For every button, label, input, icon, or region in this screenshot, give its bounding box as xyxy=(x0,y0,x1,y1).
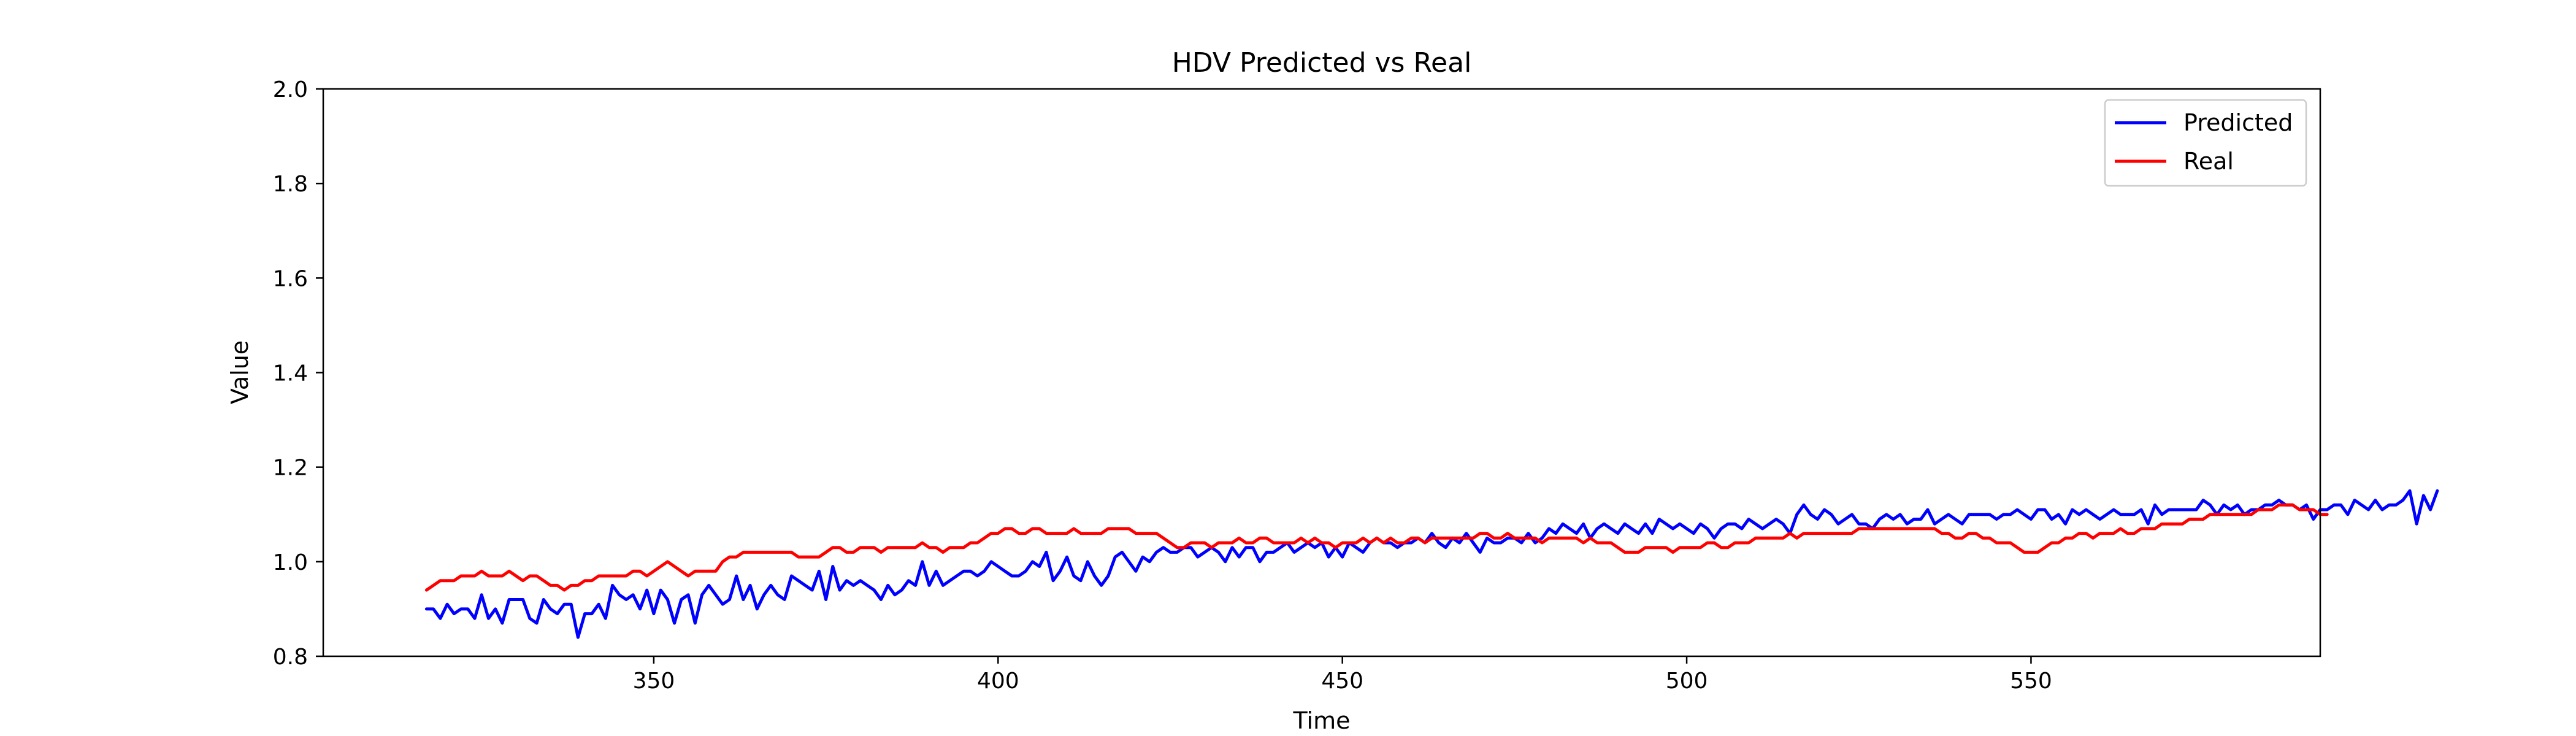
y-axis-label: Value xyxy=(226,340,253,404)
legend: Predicted Real xyxy=(2104,99,2307,187)
y-axis: 0.8 1.0 1.2 1.4 1.6 1.8 2.0 xyxy=(273,77,323,670)
chart-title: HDV Predicted vs Real xyxy=(1172,47,1472,79)
y-tick-label: 0.8 xyxy=(273,645,308,670)
y-tick-label: 1.6 xyxy=(273,266,308,291)
x-tick-label: 450 xyxy=(1321,669,1363,694)
x-tick-label: 400 xyxy=(977,669,1019,694)
x-tick-label: 500 xyxy=(1666,669,1708,694)
x-axis: 350 400 450 500 550 xyxy=(633,656,2052,694)
series-line-real xyxy=(424,503,2329,592)
y-tick-label: 2.0 xyxy=(273,77,308,102)
series-layer xyxy=(424,489,2439,639)
x-axis-label: Time xyxy=(1293,707,1351,734)
x-tick-label: 350 xyxy=(633,669,675,694)
series-line-predicted xyxy=(424,489,2439,639)
legend-label-real: Real xyxy=(2183,148,2234,175)
legend-label-predicted: Predicted xyxy=(2183,109,2293,136)
x-tick-label: 550 xyxy=(2010,669,2052,694)
y-tick-label: 1.2 xyxy=(273,456,308,481)
y-tick-label: 1.8 xyxy=(273,172,308,197)
y-tick-label: 1.4 xyxy=(273,361,308,386)
y-tick-label: 1.0 xyxy=(273,550,308,575)
